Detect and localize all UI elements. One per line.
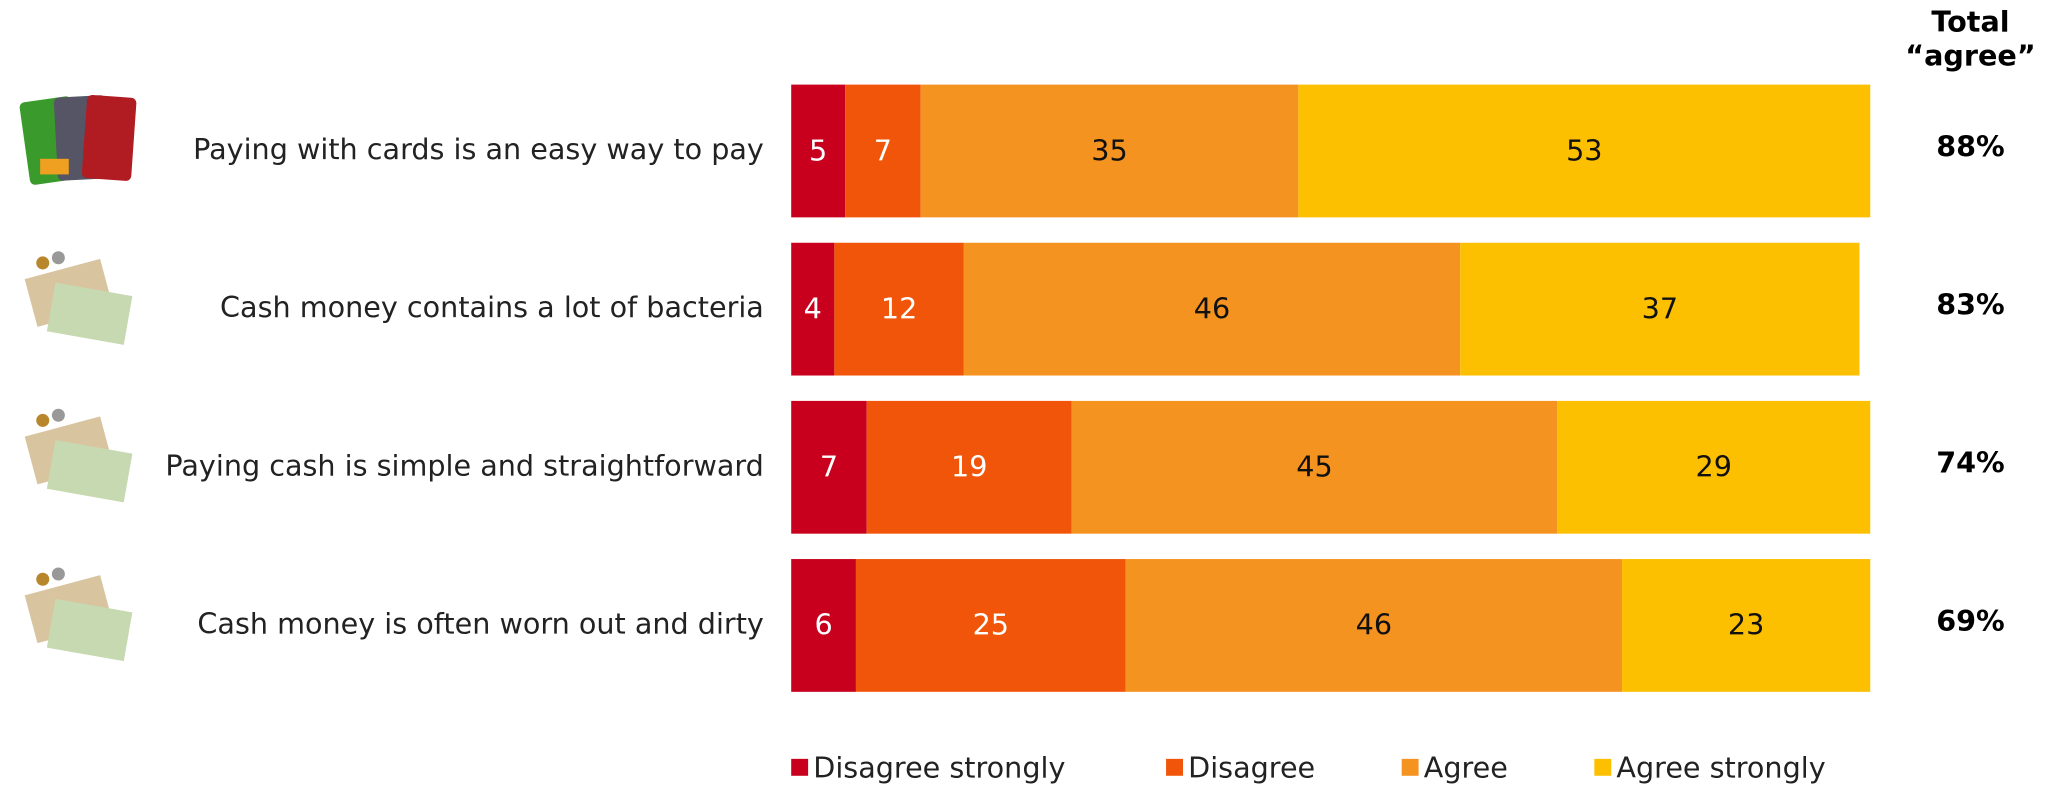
bar-segment [791, 559, 856, 692]
category-label: Cash money is often worn out and dirty [197, 606, 763, 640]
data-label: 45 [1296, 450, 1332, 484]
legend-label: Agree strongly [1616, 750, 1825, 784]
bar-segment [1071, 400, 1558, 534]
data-label: 46 [1356, 608, 1392, 642]
data-label: 25 [973, 608, 1009, 642]
data-label: 53 [1566, 133, 1602, 167]
total-header: “agree” [1905, 38, 2035, 72]
legend-swatch [1166, 758, 1183, 776]
cash-icon [24, 408, 133, 503]
data-label: 37 [1642, 291, 1678, 325]
bar-segment [1298, 84, 1871, 218]
category-label: Paying cash is simple and straightforwar… [165, 448, 763, 482]
bar-segment [920, 84, 1299, 218]
data-label: 7 [874, 133, 892, 167]
category-label: Paying with cards is an easy way to pay [193, 132, 764, 166]
total-agree: 88% [1936, 129, 2005, 163]
row-icons [19, 95, 137, 662]
total-agree: 69% [1936, 604, 2005, 638]
legend-label: Disagree strongly [813, 750, 1065, 784]
legend-label: Agree [1424, 750, 1508, 784]
cards-icon [19, 95, 137, 185]
data-label: 35 [1091, 133, 1127, 167]
legend-label: Disagree [1188, 750, 1315, 784]
legend-swatch [1594, 758, 1612, 776]
bar-segment [1125, 559, 1623, 692]
bar-segment [855, 559, 1126, 692]
data-label: 7 [820, 450, 838, 484]
bar-segment [963, 242, 1461, 376]
bar-segment [1557, 400, 1871, 534]
total-agree: 74% [1936, 446, 2005, 480]
total-header: Total [1931, 4, 2009, 38]
data-label: 19 [951, 450, 987, 484]
category-label: Cash money contains a lot of bacteria [220, 290, 764, 324]
legend-swatch [1401, 758, 1419, 776]
bar-segment [791, 400, 867, 534]
bar-segment [791, 84, 846, 218]
data-label: 12 [881, 291, 917, 325]
bar-segment [845, 84, 921, 218]
bar-segment [1460, 242, 1860, 376]
data-label: 5 [809, 133, 827, 167]
data-label: 23 [1728, 608, 1764, 642]
cash-icon [24, 251, 133, 345]
data-label: 29 [1696, 450, 1732, 484]
bar-segment [1622, 559, 1871, 692]
total-agree: 83% [1936, 288, 2005, 322]
legend-swatch [791, 758, 809, 776]
data-label: 6 [814, 608, 832, 642]
data-label: 4 [804, 291, 822, 325]
cash-icon [24, 567, 133, 662]
bar-segment [866, 400, 1072, 534]
data-label: 46 [1194, 291, 1230, 325]
bar-segment [834, 242, 964, 376]
bar-segment [791, 242, 835, 376]
